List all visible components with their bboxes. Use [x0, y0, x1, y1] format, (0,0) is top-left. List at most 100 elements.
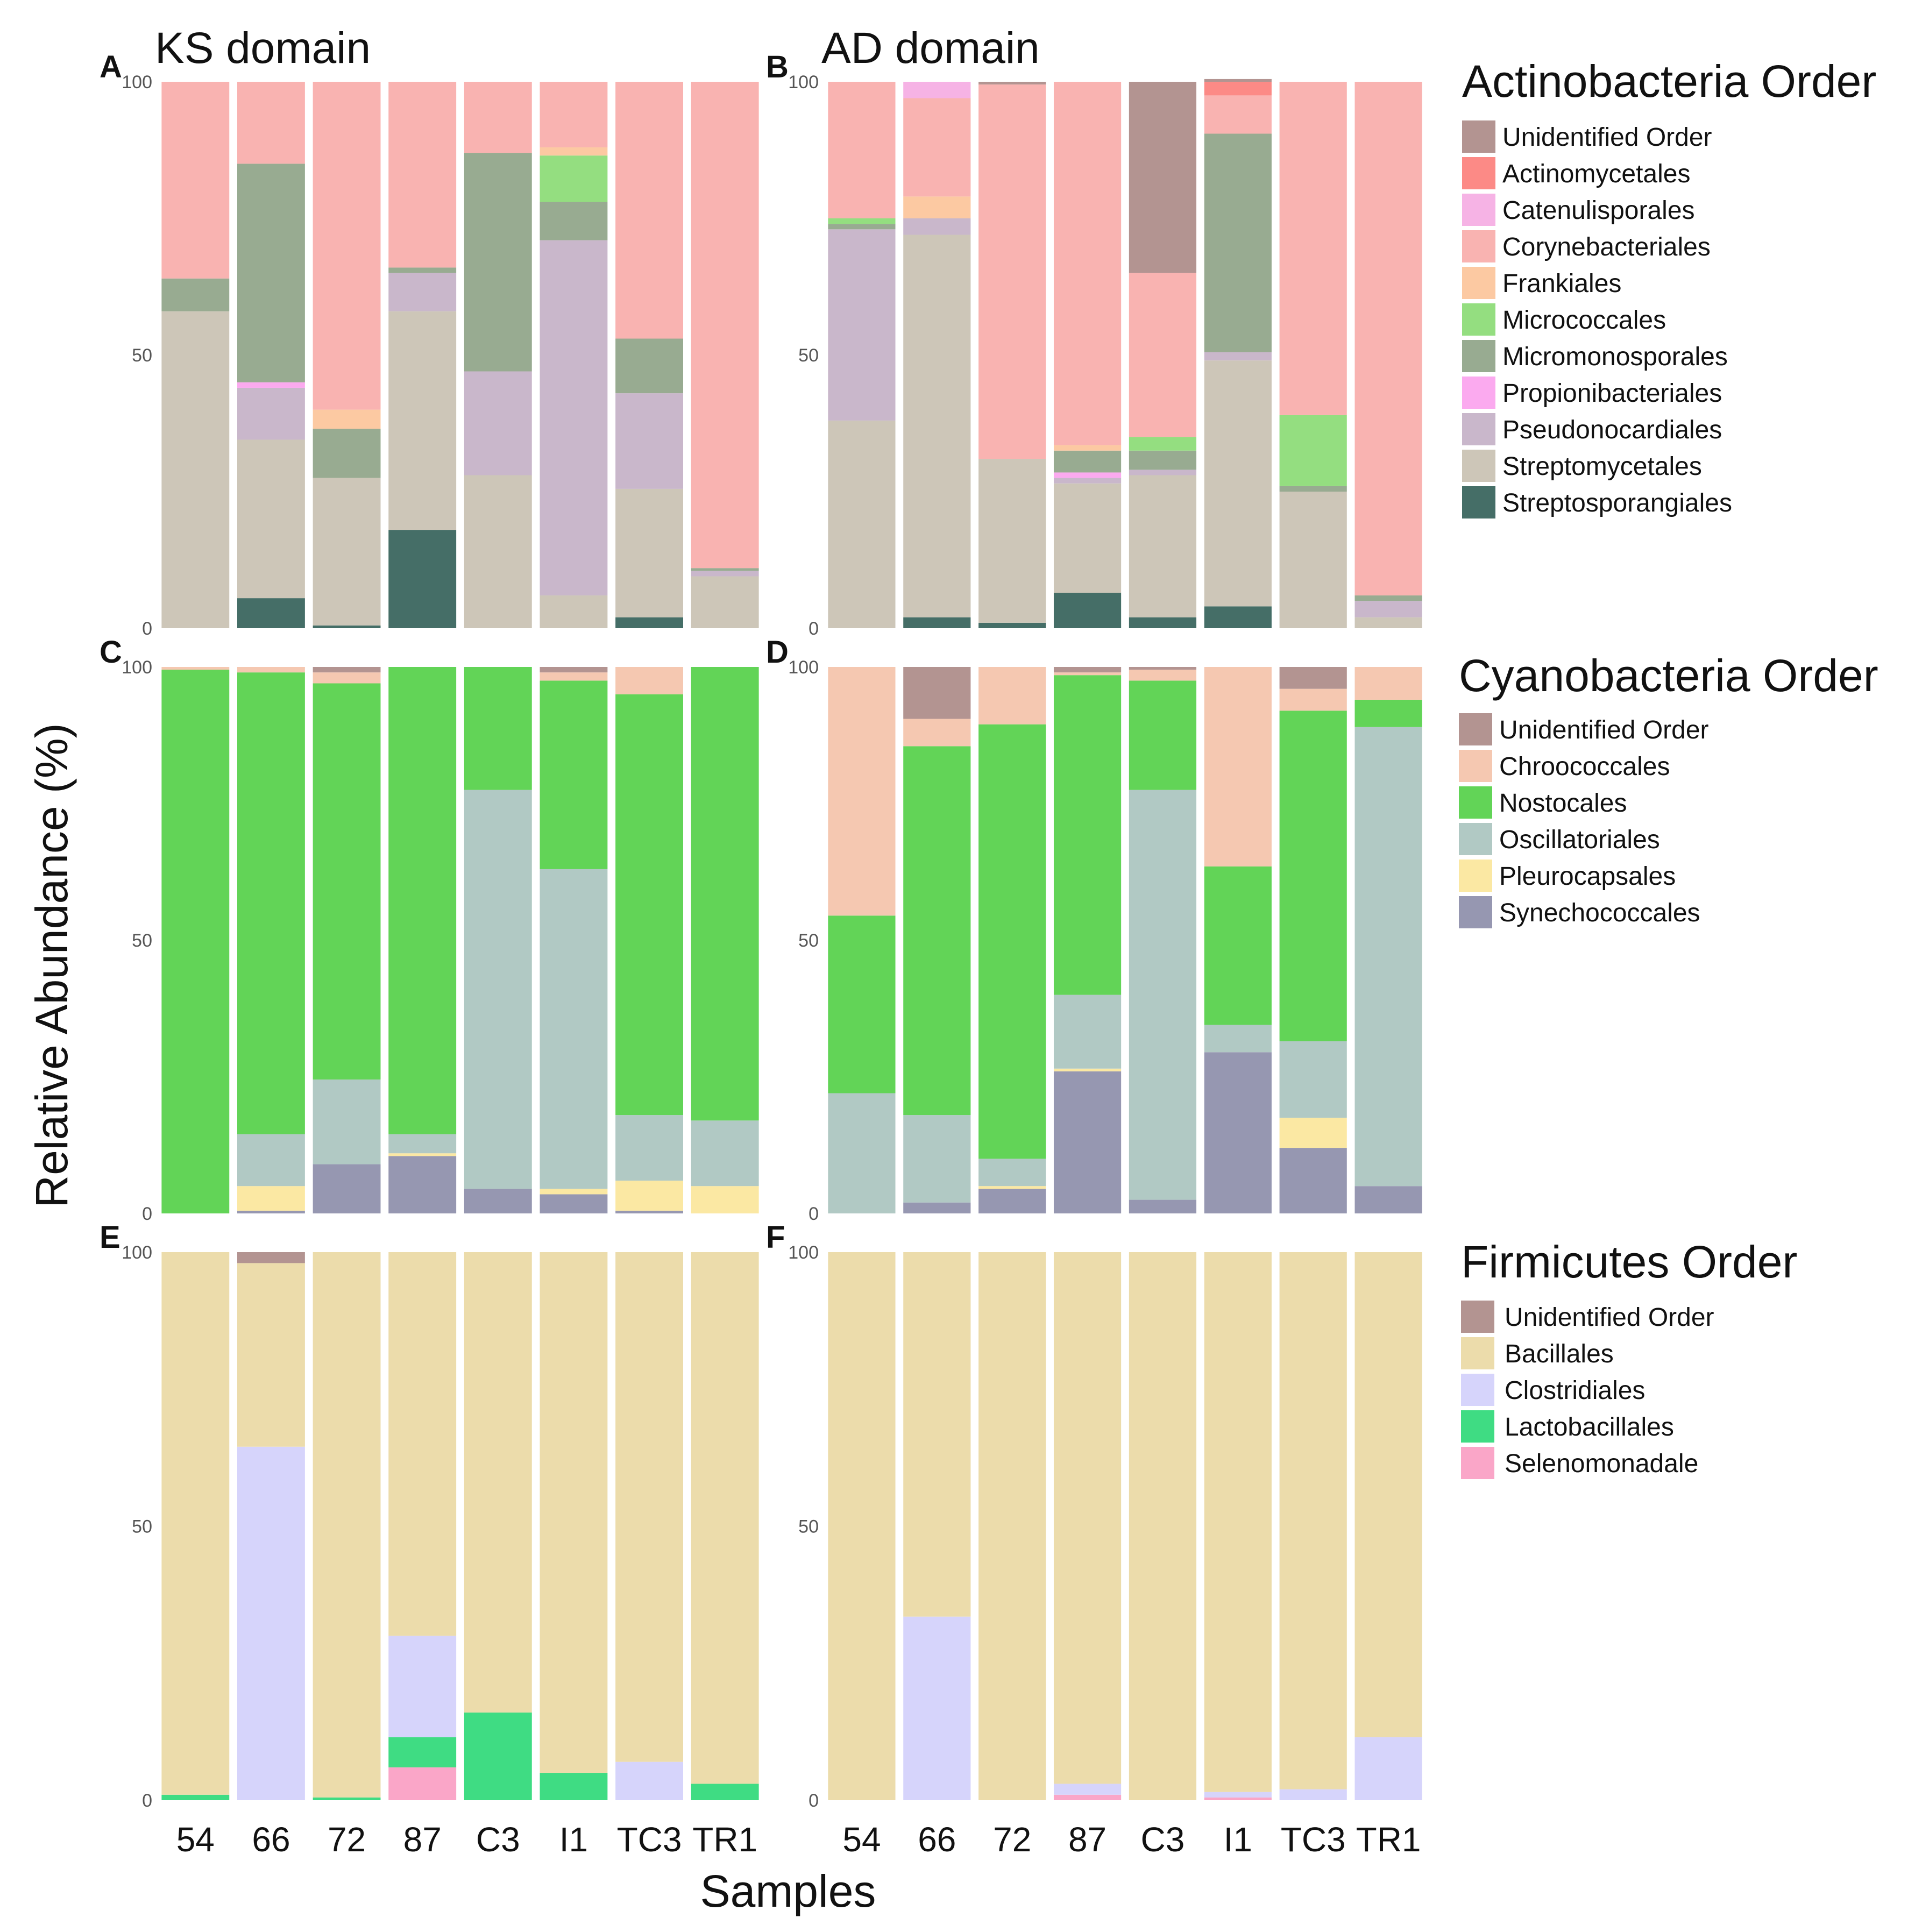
legend-label: Bacillales [1505, 1340, 1614, 1368]
legend-swatch [1462, 157, 1495, 189]
bar-segment-unidentified-order [237, 1252, 305, 1263]
bar-segment-bacillales [1354, 1252, 1422, 1737]
legend-item-unidentified-order: Unidentified Order [1461, 1301, 1714, 1333]
legend-label: Nostocales [1499, 789, 1627, 818]
bar-segment-nostocales [464, 667, 532, 790]
bar-segment-micromonosporales [313, 429, 381, 478]
bar-segment-micromonosporales [615, 338, 683, 394]
legend-cyanobacteria-order: Cyanobacteria Order Unidentified Order Chr… [1459, 650, 1878, 928]
x-tick-label-54: 54 [842, 1820, 881, 1859]
legend-label: Corynebacteriales [1502, 233, 1711, 261]
y-tick-label-c-100: 100 [122, 657, 152, 678]
bar-segment-frankiales [313, 409, 381, 429]
bar-segment-pseudonocardiales [237, 387, 305, 440]
bar-stack-87 [1053, 82, 1122, 628]
bar-segment-micromonosporales [464, 153, 532, 372]
bar-segment-bacillales [903, 1252, 971, 1617]
bar-segment-oscillatoriales [903, 1115, 971, 1203]
bar-stack-tr1 [1354, 1252, 1422, 1800]
legend-item-nostocales: Nostocales [1459, 786, 1627, 819]
bar-segment-streptosporangiales [1204, 606, 1272, 628]
legend-label: Streptosporangiales [1502, 489, 1732, 517]
panel-letter-e: E [100, 1220, 120, 1255]
legend-swatch [1459, 896, 1492, 928]
legend-item-chroococcales: Chroococcales [1459, 750, 1670, 782]
bar-stack-c3 [1129, 1252, 1197, 1800]
legend-item-micromonosporales: Micromonosporales [1462, 340, 1728, 372]
panel-b: B AD domain 0 50 100 [766, 24, 1422, 639]
bar-segment-unidentified-order [540, 667, 608, 673]
bar-segment-unidentified-order [1279, 667, 1347, 689]
bar-stack-54 [161, 667, 230, 1213]
bar-segment-nostocales [978, 724, 1046, 1159]
bar-segment-oscillatoriales [313, 1079, 381, 1164]
bar-segment-corynebacteriales [828, 82, 896, 218]
bar-segment-chroococcales [1053, 672, 1122, 676]
bar-segment-unidentified-order [903, 667, 971, 719]
bar-segment-chroococcales [237, 667, 305, 673]
y-tick-label-c-50: 50 [132, 931, 152, 951]
legend-swatch [1461, 1447, 1494, 1479]
bar-segment-propionibacteriales [1053, 472, 1122, 478]
bar-segment-corynebacteriales [540, 82, 608, 147]
bar-segment-micromonosporales [237, 164, 305, 382]
bar-segment-chroococcales [1204, 667, 1272, 866]
y-tick-label-b-50: 50 [798, 345, 819, 366]
bar-segment-streptosporangiales [237, 598, 305, 628]
bar-stack-i1 [1204, 79, 1272, 628]
bar-segment-unidentified-order [1204, 79, 1272, 82]
bar-segment-frankiales [540, 147, 608, 156]
bar-segment-lactobacillales [540, 1773, 608, 1800]
legend-label: Synechococcales [1499, 899, 1700, 927]
x-tick-label-66: 66 [252, 1820, 290, 1859]
legend-label: Pseudonocardiales [1502, 416, 1722, 444]
x-tick-label-c3: C3 [476, 1820, 520, 1859]
bar-stack-c3 [1129, 667, 1197, 1213]
bar-stack-tr1 [691, 82, 759, 628]
y-tick-label-f-50: 50 [798, 1517, 819, 1537]
bar-segment-clostridiales [388, 1636, 457, 1737]
legend-item-selenomonadale: Selenomonadale [1461, 1447, 1698, 1479]
y-tick-label-d-0: 0 [808, 1204, 819, 1224]
bar-segment-pleurocapsales [978, 1186, 1046, 1189]
bar-segment-oscillatoriales [615, 1115, 683, 1181]
bar-segment-corynebacteriales [161, 82, 230, 279]
legend-item-synechococcales: Synechococcales [1459, 896, 1700, 928]
bar-segment-oscillatoriales [691, 1120, 759, 1187]
bar-segment-pleurocapsales [388, 1153, 457, 1156]
bar-segment-bacillales [161, 1252, 230, 1795]
bar-segment-pleurocapsales [1279, 1118, 1347, 1148]
bar-segment-chroococcales [313, 672, 381, 684]
bar-segment-streptosporangiales [615, 617, 683, 628]
legend-swatch [1462, 450, 1495, 482]
bar-segment-nostocales [1354, 699, 1422, 727]
x-tick-label-66: 66 [918, 1820, 956, 1859]
x-tick-label-tr1: TR1 [1356, 1820, 1421, 1859]
bar-segment-bacillales [388, 1252, 457, 1636]
bar-stack-66 [237, 667, 305, 1213]
bar-segment-corynebacteriales [903, 98, 971, 197]
legend-swatch [1459, 713, 1492, 745]
legend-label: Micrococcales [1502, 306, 1666, 335]
x-tick-label-i1: I1 [559, 1820, 588, 1859]
legend-swatch [1462, 120, 1495, 153]
x-tick-label-72: 72 [993, 1820, 1031, 1859]
legend-label: Unidentified Order [1502, 123, 1712, 152]
panel-title-b: AD domain [821, 24, 1040, 73]
bar-segment-clostridiales [903, 1616, 971, 1800]
legend-swatch [1462, 303, 1495, 336]
panel-f: F 0 50 100 54 66 72 87 C3 I1 TC3 TR1 [766, 1220, 1422, 1859]
legend-swatch [1461, 1301, 1494, 1333]
bar-segment-micromonosporales [161, 278, 230, 311]
legend-title: Firmicutes Order [1461, 1237, 1797, 1287]
bar-segment-lactobacillales [161, 1794, 230, 1800]
bar-segment-streptomycetales [1279, 492, 1347, 628]
bar-segment-pleurocapsales [615, 1181, 683, 1211]
bar-segment-clostridiales [1354, 1737, 1422, 1800]
bar-stack-66 [237, 1252, 305, 1800]
y-axis-title: Relative Abundance (%) [26, 723, 77, 1208]
legend-title: Cyanobacteria Order [1459, 650, 1878, 701]
bar-segment-streptomycetales [1129, 475, 1197, 617]
bar-stack-72 [313, 82, 381, 628]
legend-label: Micromonosporales [1502, 343, 1728, 371]
